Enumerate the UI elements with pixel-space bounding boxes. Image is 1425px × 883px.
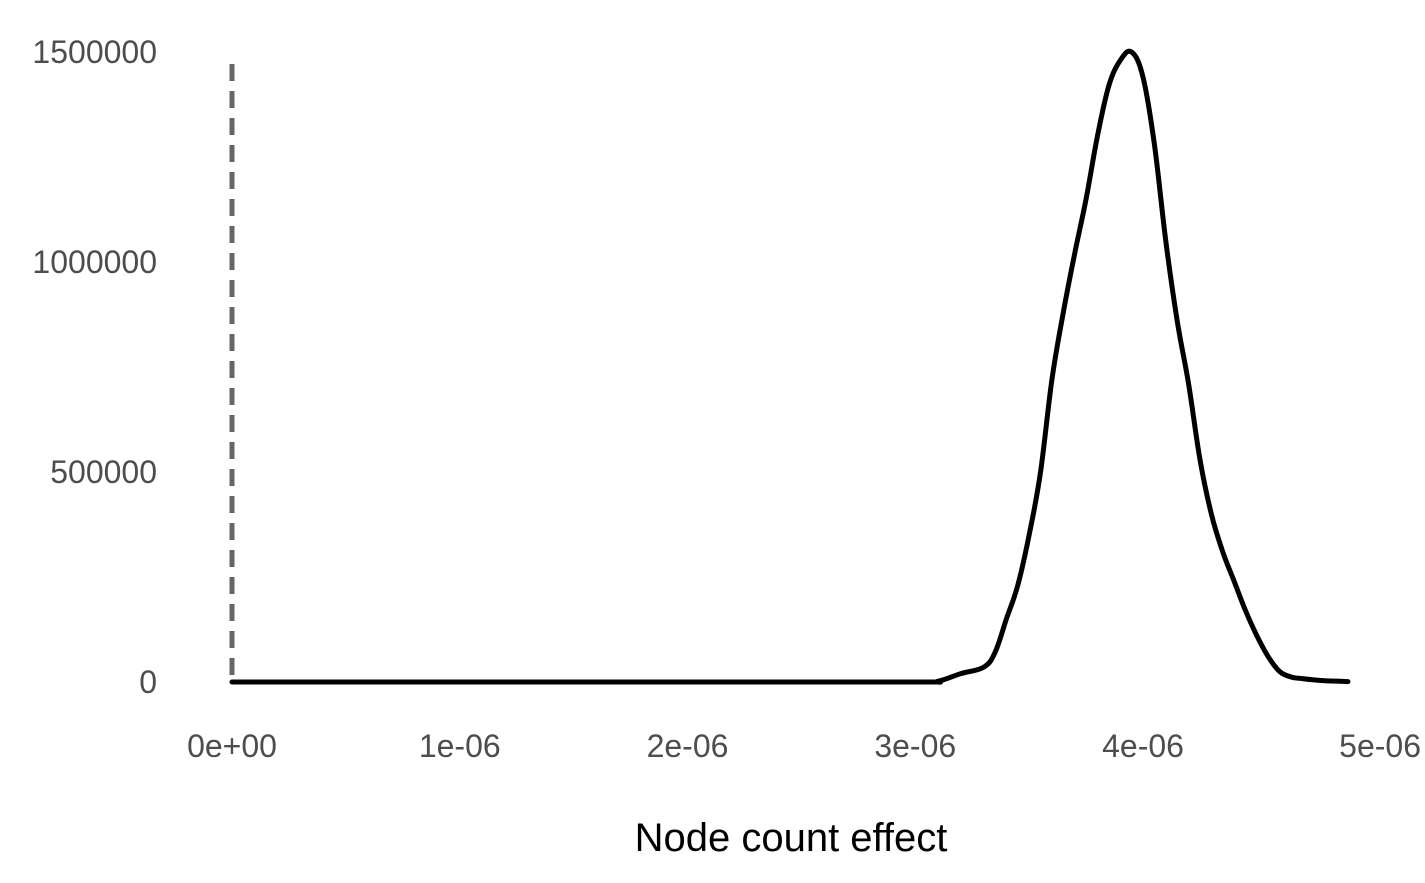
x-tick-label: 5e-06 — [1339, 728, 1421, 764]
y-tick-label: 500000 — [50, 454, 157, 490]
x-tick-label: 4e-06 — [1102, 728, 1184, 764]
x-axis-ticks: 0e+00 1e-06 2e-06 3e-06 4e-06 5e-06 — [187, 728, 1421, 764]
y-axis-ticks: 0 500000 1000000 1500000 — [32, 34, 157, 700]
x-axis-title: Node count effect — [635, 816, 948, 860]
density-line-0 — [229, 48, 1351, 685]
x-tick-label: 3e-06 — [874, 728, 956, 764]
series-layer — [229, 48, 1351, 685]
y-tick-label: 0 — [139, 664, 157, 700]
y-tick-label: 1000000 — [32, 244, 157, 280]
x-tick-label: 0e+00 — [187, 728, 277, 764]
y-tick-label: 1500000 — [32, 34, 157, 70]
x-tick-label: 1e-06 — [419, 728, 501, 764]
x-tick-label: 2e-06 — [647, 728, 729, 764]
